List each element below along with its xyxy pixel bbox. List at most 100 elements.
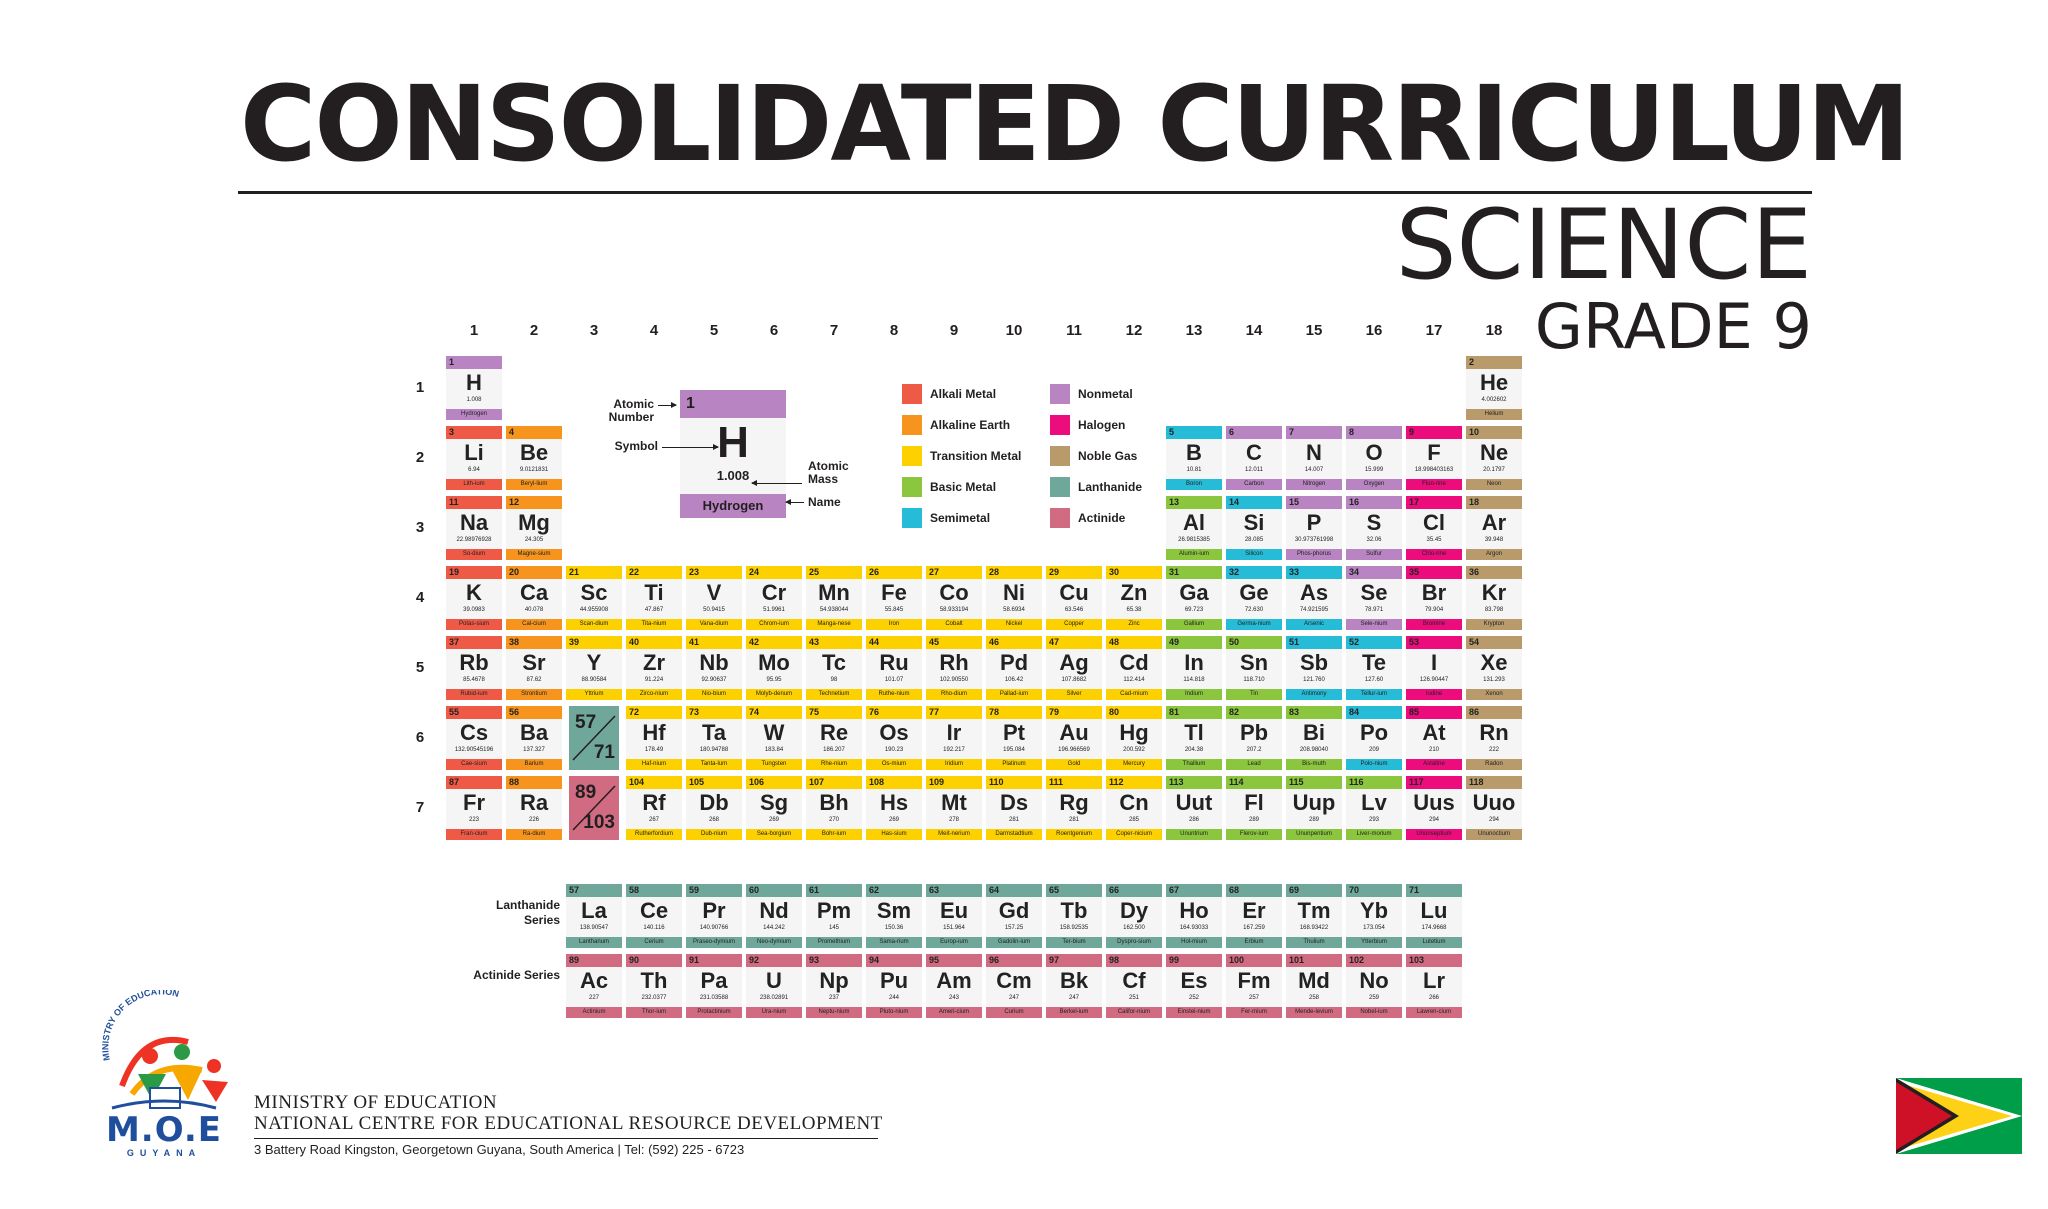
- element-name: Sea-borgium: [746, 829, 802, 840]
- element-ds: 110 Ds 281 Darmstadtium: [986, 776, 1042, 840]
- element-nb: 41 Nb 92.90637 Nio-bium: [686, 636, 742, 700]
- element-symbol: Cl: [1423, 510, 1445, 535]
- atomic-number: 12: [506, 496, 562, 509]
- element-symbol: Rg: [1059, 790, 1089, 815]
- atomic-mass: 257: [1248, 995, 1259, 1001]
- atomic-number: 87: [446, 776, 502, 789]
- atomic-mass: 173.054: [1363, 925, 1385, 931]
- element-fr: 87 Fr 223 Fran-cium: [446, 776, 502, 840]
- group-label-3: 3: [589, 322, 599, 339]
- atomic-number: 29: [1046, 566, 1102, 579]
- atomic-mass: 58.933194: [939, 607, 969, 613]
- atomic-mass: 289: [1308, 817, 1319, 823]
- element-name: Bis-muth: [1286, 759, 1342, 770]
- atomic-mass: 87.62: [526, 677, 542, 683]
- element-db: 105 Db 268 Dub-nium: [686, 776, 742, 840]
- element-symbol: Ba: [519, 720, 549, 745]
- atomic-number: 52: [1346, 636, 1402, 649]
- atomic-number: 82: [1226, 706, 1282, 719]
- element-name: Molyb-denum: [746, 689, 802, 700]
- element-pb: 82 Pb 207.2 Lead: [1226, 706, 1282, 770]
- element-yb: 70 Yb 173.054 Ytterbium: [1346, 884, 1402, 948]
- element-symbol: Ho: [1179, 898, 1209, 923]
- element-symbol: Se: [1360, 580, 1388, 605]
- element-name: Fer-mium: [1226, 1007, 1282, 1018]
- key-atomic-number: 1: [680, 390, 786, 418]
- element-name: Lawren-cium: [1406, 1007, 1462, 1018]
- legend-swatch: [902, 508, 922, 528]
- atomic-mass: 44.955908: [579, 607, 609, 613]
- element-cr: 24 Cr 51.9961 Chrom-ium: [746, 566, 802, 630]
- atomic-number: 80: [1106, 706, 1162, 719]
- slash-line: [572, 785, 616, 831]
- element-b: 5 B 10.81 Boron: [1166, 426, 1222, 490]
- element-name: Scan-dium: [566, 619, 622, 630]
- atomic-number: 72: [626, 706, 682, 719]
- element-symbol: Mt: [941, 790, 967, 815]
- atomic-mass: 50.9415: [703, 607, 725, 613]
- element-symbol: Mn: [818, 580, 850, 605]
- atomic-mass: 18.998403163: [1414, 467, 1454, 473]
- atomic-number: 40: [626, 636, 682, 649]
- element-name: Tellur-ium: [1346, 689, 1402, 700]
- element-name: Fran-cium: [446, 829, 502, 840]
- element-name: Barium: [506, 759, 562, 770]
- element-symbol: Y: [586, 650, 602, 675]
- group-label-18: 18: [1485, 322, 1503, 339]
- element-xe: 54 Xe 131.293 Xenon: [1466, 636, 1522, 700]
- element-rf: 104 Rf 267 Rutherfordium: [626, 776, 682, 840]
- atomic-mass: 227: [588, 995, 599, 1001]
- element-symbol: Mo: [758, 650, 790, 675]
- element-name: Argon: [1466, 549, 1522, 560]
- slash-line: [572, 715, 616, 761]
- element-name: Lanthanum: [566, 937, 622, 948]
- element-na: 11 Na 22.98976928 So-dium: [446, 496, 502, 560]
- atomic-number: 31: [1166, 566, 1222, 579]
- element-name: Thor-ium: [626, 1007, 682, 1018]
- atomic-mass: 164.93033: [1179, 925, 1209, 931]
- element-name: Bromine: [1406, 619, 1462, 630]
- element-name: Ter-bium: [1046, 937, 1102, 948]
- period-label-4: 4: [415, 589, 425, 606]
- element-symbol: Pm: [816, 898, 852, 923]
- legend-label: Noble Gas: [1078, 449, 1138, 463]
- legend-swatch: [1050, 446, 1070, 466]
- atomic-number: 115: [1286, 776, 1342, 789]
- element-hf: 72 Hf 178.49 Haf-nium: [626, 706, 682, 770]
- legend-swatch: [902, 477, 922, 497]
- atomic-mass: 12.011: [1245, 467, 1263, 473]
- element-symbol: W: [763, 720, 785, 745]
- key-label-atomic-mass: Atomic Mass: [808, 459, 849, 486]
- element-as: 33 As 74.921595 Arsenic: [1286, 566, 1342, 630]
- element-name: Zirco-nium: [626, 689, 682, 700]
- key-label-symbol: Symbol: [614, 439, 658, 453]
- key-label-name: Name: [808, 495, 841, 509]
- element-symbol: Sr: [522, 650, 546, 675]
- atomic-mass: 209: [1368, 747, 1379, 753]
- atomic-mass: 10.81: [1186, 467, 1202, 473]
- element-symbol: H: [466, 370, 482, 395]
- atomic-number: 69: [1286, 884, 1342, 897]
- element-name: Oxygen: [1346, 479, 1402, 490]
- element-zn: 30 Zn 65.38 Zinc: [1106, 566, 1162, 630]
- atomic-number: 51: [1286, 636, 1342, 649]
- atomic-mass: 251: [1128, 995, 1139, 1001]
- atomic-number: 15: [1286, 496, 1342, 509]
- element-ni: 28 Ni 58.6934 Nickel: [986, 566, 1042, 630]
- atomic-number: 91: [686, 954, 742, 967]
- element-fm: 100 Fm 257 Fer-mium: [1226, 954, 1282, 1018]
- atomic-number: 114: [1226, 776, 1282, 789]
- atomic-mass: 126.90447: [1419, 677, 1449, 683]
- atomic-number: 95: [926, 954, 982, 967]
- element-symbol: Uup: [1292, 790, 1336, 815]
- element-te: 52 Te 127.60 Tellur-ium: [1346, 636, 1402, 700]
- element-symbol: Eu: [939, 898, 969, 923]
- element-ac: 89 Ac 227 Actinium: [566, 954, 622, 1018]
- element-name: Silicon: [1226, 549, 1282, 560]
- atomic-number: 107: [806, 776, 862, 789]
- guyana-flag-icon: [1896, 1078, 2022, 1154]
- element-name: Magne-sium: [506, 549, 562, 560]
- group-label-12: 12: [1125, 322, 1143, 339]
- atomic-mass: 55.845: [884, 607, 904, 613]
- element-symbol: Dy: [1119, 898, 1149, 923]
